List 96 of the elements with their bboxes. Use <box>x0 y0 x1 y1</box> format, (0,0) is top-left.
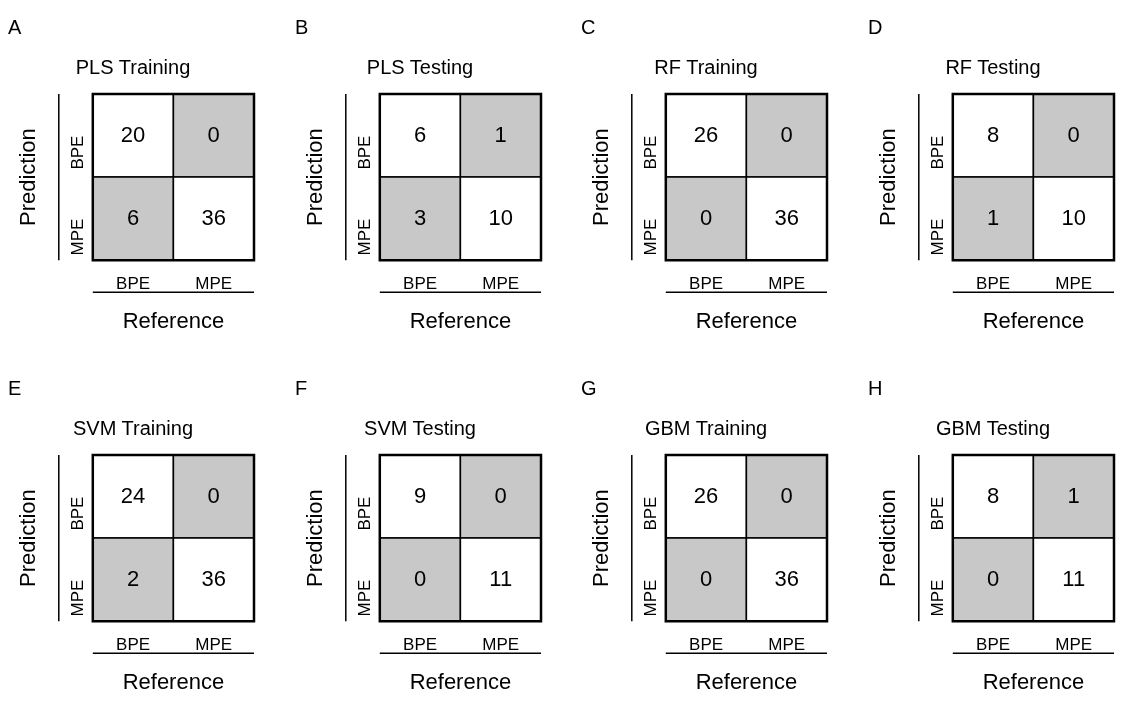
data-label: 36 <box>774 565 799 591</box>
x-tick-label: BPE <box>116 274 151 294</box>
text: E <box>8 376 22 399</box>
y-axis-title: Prediction <box>15 128 41 227</box>
x-axis-title: Reference <box>695 307 798 333</box>
x-tick-label: BPE <box>975 635 1010 655</box>
text: D <box>867 15 882 38</box>
data-label: 36 <box>201 204 226 230</box>
y-axis-title: Prediction <box>588 128 614 227</box>
y-axis-title: Prediction <box>874 128 900 227</box>
text: A <box>8 15 22 38</box>
chart-title: SVM Training <box>72 416 194 439</box>
data-label: 6 <box>126 204 140 230</box>
x-tick-label: MPE <box>1054 635 1092 655</box>
x-tick-label: MPE <box>481 274 519 294</box>
text: H <box>867 376 882 399</box>
y-tick-label: BPE <box>641 496 661 531</box>
data-label: 0 <box>699 204 713 230</box>
data-label: 10 <box>487 204 513 230</box>
data-label: 26 <box>693 482 719 508</box>
x-tick-label: BPE <box>116 635 151 655</box>
y-tick-label: MPE <box>641 218 661 256</box>
data-label: 20 <box>120 121 146 147</box>
x-axis-title: Reference <box>122 668 225 694</box>
x-axis-title: Reference <box>982 668 1084 694</box>
chart-title: PLS Testing <box>366 55 473 78</box>
x-tick-label: MPE <box>481 635 519 655</box>
data-label: 1 <box>986 204 999 230</box>
x-tick-label: MPE <box>768 635 806 655</box>
data-label: 0 <box>207 121 220 147</box>
y-tick-label: BPE <box>354 135 374 170</box>
text: B <box>294 15 308 38</box>
x-axis-title: Reference <box>695 668 798 694</box>
x-tick-label: BPE <box>402 274 437 294</box>
data-label: 9 <box>413 482 426 508</box>
y-axis-title: Prediction <box>874 489 900 588</box>
y-tick-label: MPE <box>354 579 374 617</box>
y-axis-title: Prediction <box>15 489 41 588</box>
x-tick-label: BPE <box>402 635 437 655</box>
x-axis-title: Reference <box>409 668 511 694</box>
y-tick-label: BPE <box>927 496 947 531</box>
data-label: 24 <box>120 482 146 508</box>
data-label: 3 <box>413 204 426 230</box>
y-tick-label: BPE <box>641 135 661 170</box>
data-label: 1 <box>1067 482 1080 508</box>
data-label: 0 <box>780 482 793 508</box>
y-tick-label: MPE <box>68 579 88 617</box>
y-tick-label: MPE <box>641 579 661 617</box>
y-axis-title: Prediction <box>301 128 327 227</box>
data-label: 0 <box>699 565 713 591</box>
chart-title: GBM Training <box>644 416 768 439</box>
x-tick-label: BPE <box>975 274 1010 294</box>
chart-title: SVM Testing <box>363 416 476 439</box>
x-axis-title: Reference <box>982 307 1084 333</box>
x-tick-label: BPE <box>689 274 724 294</box>
y-tick-label: MPE <box>927 218 947 256</box>
y-tick-label: MPE <box>68 218 88 256</box>
data-label: 6 <box>413 121 426 147</box>
data-label: 36 <box>201 565 226 591</box>
y-axis-title: Prediction <box>301 489 327 588</box>
text: F <box>294 376 307 399</box>
data-label: 8 <box>986 482 999 508</box>
data-label: 0 <box>986 565 999 591</box>
data-label: 26 <box>693 121 719 147</box>
y-tick-label: MPE <box>927 579 947 617</box>
data-label: 36 <box>774 204 799 230</box>
x-axis-title: Reference <box>122 307 225 333</box>
x-tick-label: MPE <box>195 635 233 655</box>
y-tick-label: BPE <box>68 496 88 531</box>
chart-title: RF Testing <box>944 55 1041 78</box>
data-label: 0 <box>207 482 220 508</box>
data-label: 11 <box>1061 565 1085 591</box>
x-tick-label: MPE <box>1054 274 1092 294</box>
x-tick-label: MPE <box>768 274 806 294</box>
data-label: 10 <box>1060 204 1086 230</box>
data-label: 0 <box>494 482 507 508</box>
y-tick-label: BPE <box>354 496 374 531</box>
data-label: 1 <box>494 121 507 147</box>
y-tick-label: BPE <box>927 135 947 170</box>
y-tick-label: MPE <box>354 218 374 256</box>
chart-title: PLS Training <box>75 55 191 78</box>
data-label: 0 <box>413 565 426 591</box>
y-tick-label: BPE <box>68 135 88 170</box>
data-label: 8 <box>986 121 999 147</box>
data-label: 0 <box>1067 121 1080 147</box>
y-axis-title: Prediction <box>588 489 614 588</box>
data-label: 0 <box>780 121 793 147</box>
chart-title: GBM Testing <box>935 416 1050 439</box>
x-tick-label: BPE <box>689 635 724 655</box>
x-tick-label: MPE <box>195 274 233 294</box>
data-label: 11 <box>488 565 512 591</box>
chart-title: RF Training <box>654 55 758 78</box>
text: G <box>581 376 597 399</box>
data-label: 2 <box>126 565 140 591</box>
x-axis-title: Reference <box>409 307 511 333</box>
text: C <box>581 15 596 38</box>
